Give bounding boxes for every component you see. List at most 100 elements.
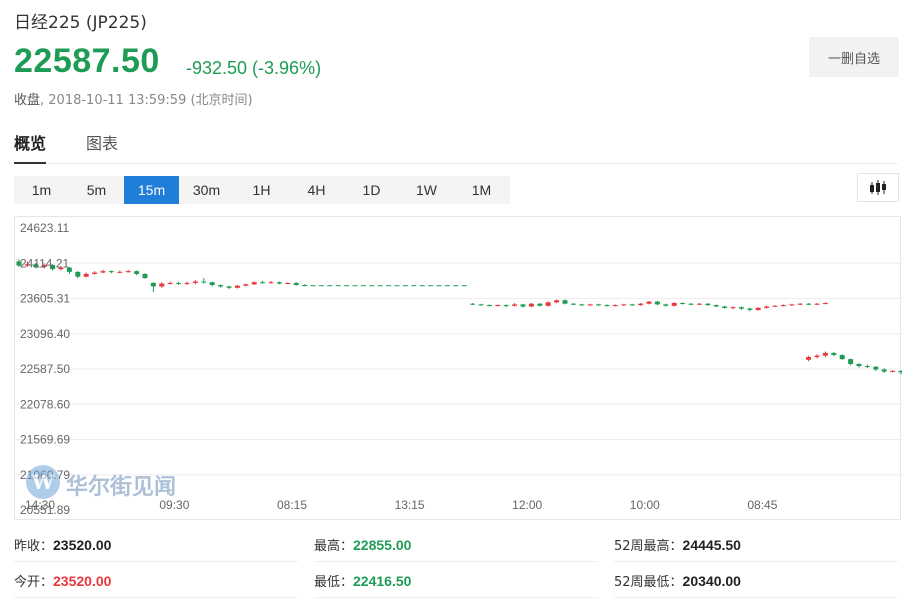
period-30m[interactable]: 30m xyxy=(192,182,221,198)
candle xyxy=(125,269,131,273)
candlestick-icon xyxy=(870,180,886,195)
candle xyxy=(638,303,644,306)
y-tick-label: 21569.69 xyxy=(20,433,70,447)
candle xyxy=(50,264,56,271)
candle xyxy=(142,273,148,279)
candle xyxy=(209,281,215,287)
x-tick-label: 08:15 xyxy=(277,498,307,512)
candle xyxy=(24,261,30,268)
candle xyxy=(554,299,560,304)
candle xyxy=(579,303,585,306)
candle xyxy=(520,303,526,308)
candle xyxy=(898,370,902,375)
period-1m[interactable]: 1m xyxy=(31,182,52,198)
candle xyxy=(587,303,593,306)
candle xyxy=(33,262,39,269)
candle xyxy=(663,303,669,307)
x-tick-label: 13:15 xyxy=(395,498,425,512)
period-5m[interactable]: 5m xyxy=(86,182,107,198)
candle xyxy=(646,300,652,305)
y-tick-label: 22078.60 xyxy=(20,397,70,411)
candle xyxy=(134,270,140,276)
period-1w[interactable]: 1W xyxy=(416,182,437,198)
candle xyxy=(604,304,610,307)
candle xyxy=(570,303,576,306)
candle xyxy=(495,304,501,307)
stat-open: 今开：23520.00 xyxy=(14,564,298,598)
remove-watchlist-button[interactable]: 一删自选 xyxy=(809,37,899,77)
candle xyxy=(671,302,677,307)
stat-label: 今开： xyxy=(14,575,54,590)
stat-prev-close: 昨收：23520.00 xyxy=(14,528,298,562)
candle xyxy=(176,281,182,286)
candle xyxy=(302,284,308,287)
candle xyxy=(806,303,812,306)
candle xyxy=(621,303,627,306)
y-tick-label: 23096.40 xyxy=(20,327,70,341)
candle-series xyxy=(16,259,902,375)
candle xyxy=(713,304,719,308)
watermark-text: 华尔街见闻 xyxy=(66,474,177,500)
period-15m[interactable]: 15m xyxy=(124,176,179,204)
candle xyxy=(486,304,492,307)
candle xyxy=(814,303,820,306)
y-tick-label: 20551.89 xyxy=(20,503,70,517)
candle xyxy=(772,305,778,308)
x-tick-label: 14:30 xyxy=(25,498,55,512)
x-axis-labels: 14:30 09:30 08:15 13:15 12:00 10:00 08:45 xyxy=(25,498,778,512)
candle xyxy=(285,282,291,285)
candle xyxy=(159,282,165,288)
stat-label: 最高： xyxy=(314,539,354,554)
x-tick-label: 09:30 xyxy=(159,498,189,512)
candle xyxy=(738,306,744,310)
period-1mo[interactable]: 1M xyxy=(471,182,492,198)
x-tick-label: 10:00 xyxy=(630,498,660,512)
candle xyxy=(268,280,274,284)
stat-52w-high: 52周最高：24445.50 xyxy=(614,528,898,562)
candle xyxy=(873,366,879,371)
candle xyxy=(117,270,123,274)
stat-value: 23520.00 xyxy=(53,537,112,553)
y-tick-label: 22587.50 xyxy=(20,362,70,376)
chart-type-button[interactable] xyxy=(857,173,899,202)
candle xyxy=(789,303,795,306)
instrument-title: 日经225 (JP225) xyxy=(14,13,147,33)
candle xyxy=(822,302,828,305)
candle xyxy=(722,305,728,309)
candle xyxy=(512,303,518,307)
stat-value: 23520.00 xyxy=(53,573,112,589)
candle xyxy=(596,303,602,306)
stat-low: 最低：22416.50 xyxy=(314,564,598,598)
candle xyxy=(66,267,72,274)
candle xyxy=(470,303,476,306)
stat-label: 昨收： xyxy=(14,539,54,554)
x-tick-label: 08:45 xyxy=(747,498,777,512)
candle xyxy=(41,263,47,269)
y-tick-label: 24114.21 xyxy=(20,256,69,270)
candle xyxy=(234,285,240,289)
candle xyxy=(780,304,786,307)
candle xyxy=(612,304,618,307)
candle xyxy=(545,301,551,307)
market-status: 收盘, 2018-10-11 13:59:59 (北京时间) xyxy=(14,89,253,108)
candle xyxy=(226,285,232,290)
candle xyxy=(814,354,820,359)
candle xyxy=(260,280,266,284)
candle xyxy=(890,370,896,373)
period-1h[interactable]: 1H xyxy=(252,182,271,198)
candle xyxy=(16,259,22,268)
candle xyxy=(100,269,106,274)
period-1d[interactable]: 1D xyxy=(362,182,381,198)
tab-overview[interactable]: 概览 xyxy=(14,130,47,164)
candle xyxy=(478,303,484,306)
candle xyxy=(881,368,887,373)
period-4h[interactable]: 4H xyxy=(307,182,326,198)
candle xyxy=(747,307,753,312)
candle xyxy=(150,282,156,292)
candle xyxy=(831,352,837,357)
candle xyxy=(806,355,812,362)
tab-chart[interactable]: 图表 xyxy=(86,134,119,153)
stat-label: 52周最低： xyxy=(614,575,683,590)
candle xyxy=(839,354,845,360)
candle xyxy=(562,299,568,305)
